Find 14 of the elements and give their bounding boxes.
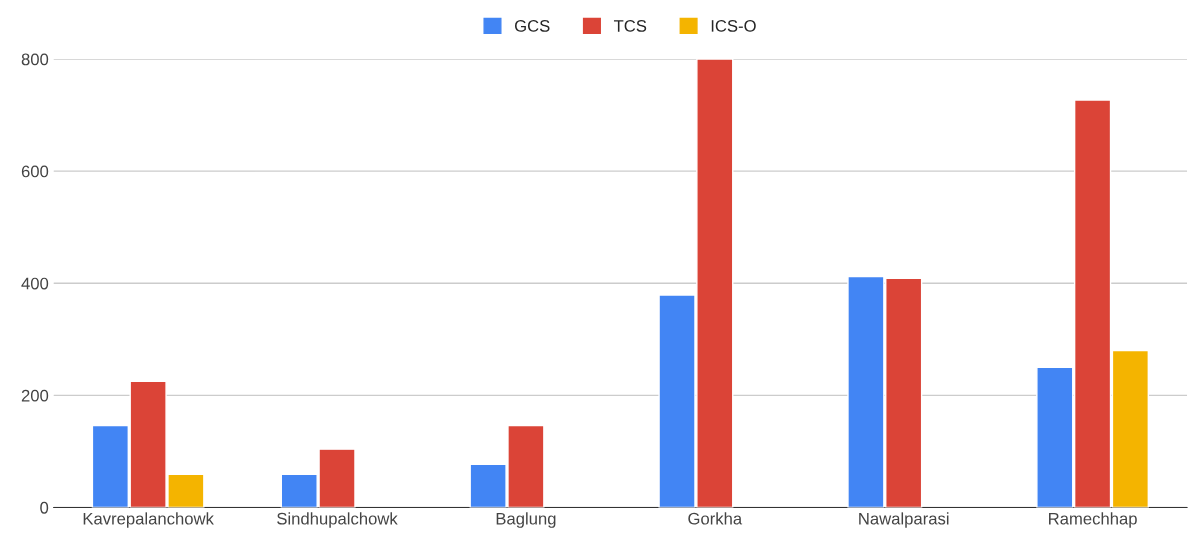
x-tick-label: Baglung: [496, 512, 556, 528]
legend-label: TCS: [613, 20, 647, 32]
x-tick-label: Sindhupalchowk: [277, 512, 398, 528]
y-tick-label: 400: [21, 277, 49, 290]
legend-label: GCS: [514, 20, 550, 32]
y-tick-label: 0: [40, 501, 49, 514]
x-tick-label: Nawalparasi: [859, 512, 949, 528]
legend-label: ICS-O: [711, 20, 756, 32]
y-tick-label: 800: [21, 53, 49, 66]
x-tick-label: Gorkha: [688, 512, 743, 525]
x-tick-label: Ramechhap: [1049, 512, 1137, 528]
y-tick-label: 600: [21, 165, 49, 178]
y-tick-label: 200: [21, 389, 49, 402]
x-tick-label: Kavrepalanchowk: [83, 512, 214, 528]
